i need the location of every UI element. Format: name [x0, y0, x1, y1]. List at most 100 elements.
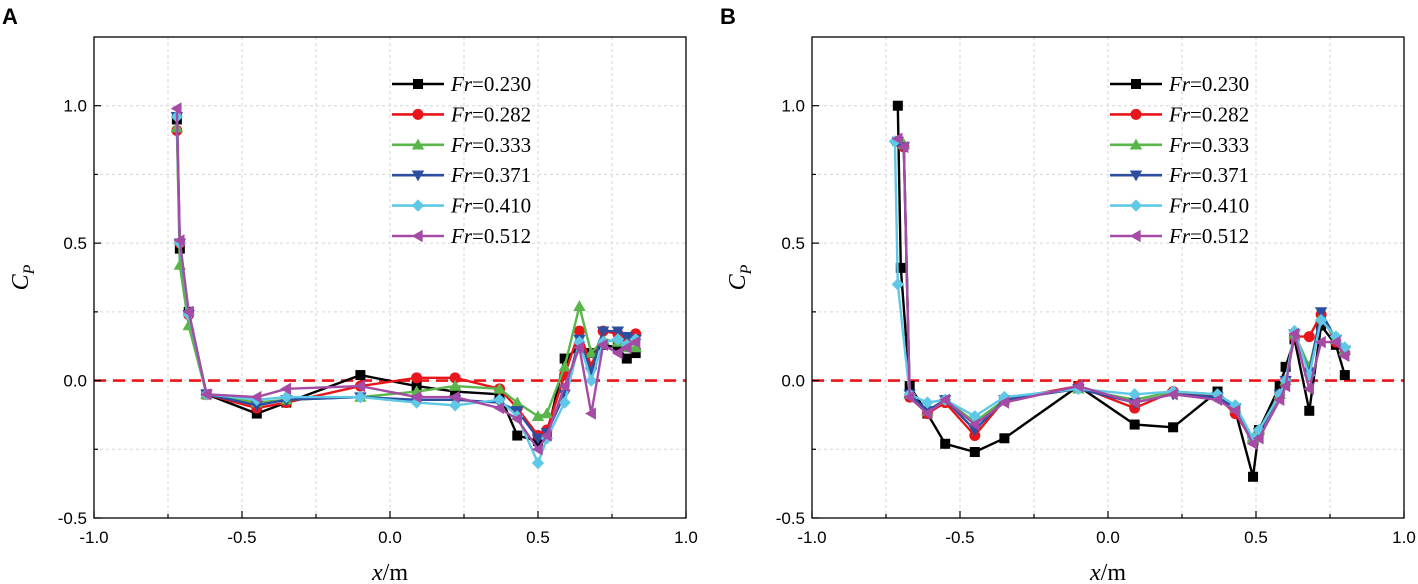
legend-var: Fr	[450, 102, 473, 126]
data-point	[559, 353, 570, 364]
data-point	[1252, 432, 1264, 445]
data-point	[596, 326, 610, 338]
y-axis-label: CP	[8, 264, 38, 290]
series-fr-0-512	[891, 132, 1350, 450]
legend-label: Fr=0.512	[1168, 224, 1249, 248]
legend-marker	[1129, 199, 1143, 212]
data-point	[892, 100, 903, 111]
data-point	[355, 370, 366, 381]
data-point	[558, 396, 571, 409]
series-fr-0-410	[170, 110, 642, 470]
data-point	[531, 433, 545, 445]
y-tick-label: 0.0	[63, 372, 87, 391]
data-point	[182, 305, 194, 319]
legend-value: =0.410	[1190, 194, 1249, 218]
data-point	[903, 390, 915, 404]
data-point	[629, 341, 642, 353]
data-point	[573, 341, 585, 354]
legend-label: Fr=0.230	[1168, 72, 1249, 96]
legend-var: Fr	[1168, 102, 1191, 126]
legend-label: Fr=0.371	[1168, 163, 1249, 187]
y-tick-label: 1.0	[63, 97, 87, 116]
legend-label: Fr=0.282	[1168, 102, 1249, 126]
data-point	[611, 326, 625, 338]
legend-item: Fr=0.410	[392, 194, 531, 218]
series-line	[175, 116, 637, 465]
grid	[812, 37, 1404, 518]
y-tick-label: 0.0	[781, 372, 805, 391]
legend-value: =0.512	[472, 224, 531, 248]
data-point	[585, 407, 596, 420]
y-tick-label: 0.5	[63, 234, 87, 253]
data-point	[1252, 423, 1266, 437]
legend-marker	[411, 170, 425, 182]
legend-var: Fr	[450, 133, 473, 157]
data-point	[897, 140, 909, 154]
data-point	[1246, 437, 1258, 450]
legend-marker	[1129, 229, 1141, 243]
legend: Fr=0.230Fr=0.282Fr=0.333Fr=0.371Fr=0.410…	[1110, 72, 1249, 248]
data-point	[1329, 335, 1341, 349]
series-fr-0-512	[170, 102, 641, 456]
legend-item: Fr=0.333	[392, 133, 531, 157]
data-point	[968, 410, 981, 423]
y-tick-label: 0.5	[781, 234, 805, 253]
data-point	[998, 396, 1010, 409]
x-tick-label: -1.0	[797, 528, 826, 547]
legend-item: Fr=0.512	[392, 224, 531, 248]
data-point	[1314, 335, 1326, 349]
legend-value: =0.333	[472, 133, 531, 157]
legend-var: Fr	[450, 224, 473, 248]
data-point	[1229, 404, 1240, 418]
x-axis-label: x/m	[1089, 560, 1126, 584]
data-point	[629, 335, 641, 349]
legend-label: Fr=0.230	[450, 72, 531, 96]
data-point	[250, 390, 262, 404]
legend-value: =0.371	[1190, 163, 1249, 187]
data-point	[1128, 396, 1140, 409]
legend-marker	[413, 79, 423, 89]
data-point	[1279, 379, 1291, 393]
legend-value: =0.282	[472, 102, 531, 126]
series-line	[175, 108, 637, 451]
legend-label: Fr=0.512	[450, 224, 531, 248]
data-point	[630, 348, 641, 359]
data-point	[1314, 313, 1328, 327]
legend-item: Fr=0.512	[1110, 224, 1249, 248]
legend: Fr=0.230Fr=0.282Fr=0.333Fr=0.371Fr=0.410…	[392, 72, 531, 248]
data-point	[621, 353, 632, 364]
data-point	[448, 390, 460, 404]
legend-item: Fr=0.371	[1110, 163, 1249, 187]
data-point	[585, 374, 598, 387]
data-point	[1288, 327, 1300, 341]
legend-item: Fr=0.282	[1110, 102, 1249, 126]
legend-value: =0.371	[472, 163, 531, 187]
legend-item: Fr=0.410	[1110, 194, 1249, 218]
data-point	[596, 338, 608, 352]
data-point	[585, 346, 598, 358]
x-tick-label: -0.5	[945, 528, 974, 547]
legend-item: Fr=0.282	[392, 102, 531, 126]
y-axis-var: C	[725, 273, 751, 290]
legend-marker	[1129, 170, 1143, 182]
series-fr-0-230	[892, 100, 1350, 482]
x-tick-label: 1.0	[1392, 528, 1416, 547]
data-point	[511, 412, 522, 426]
data-point	[558, 360, 571, 372]
legend-label: Fr=0.410	[450, 194, 531, 218]
data-point	[354, 379, 366, 393]
data-point	[448, 379, 462, 391]
data-point	[921, 407, 933, 420]
legend-label: Fr=0.410	[1168, 194, 1249, 218]
x-tick-label: 0.0	[378, 528, 402, 547]
data-point	[558, 379, 570, 393]
x-axis-var: x	[371, 560, 383, 584]
legend-var: Fr	[1168, 72, 1191, 96]
data-point	[1304, 405, 1315, 416]
y-axis-subscript: P	[738, 264, 755, 275]
data-point	[540, 407, 554, 419]
data-point	[620, 331, 633, 343]
x-tick-label: 0.5	[1244, 528, 1268, 547]
x-tick-label: -1.0	[79, 528, 108, 547]
